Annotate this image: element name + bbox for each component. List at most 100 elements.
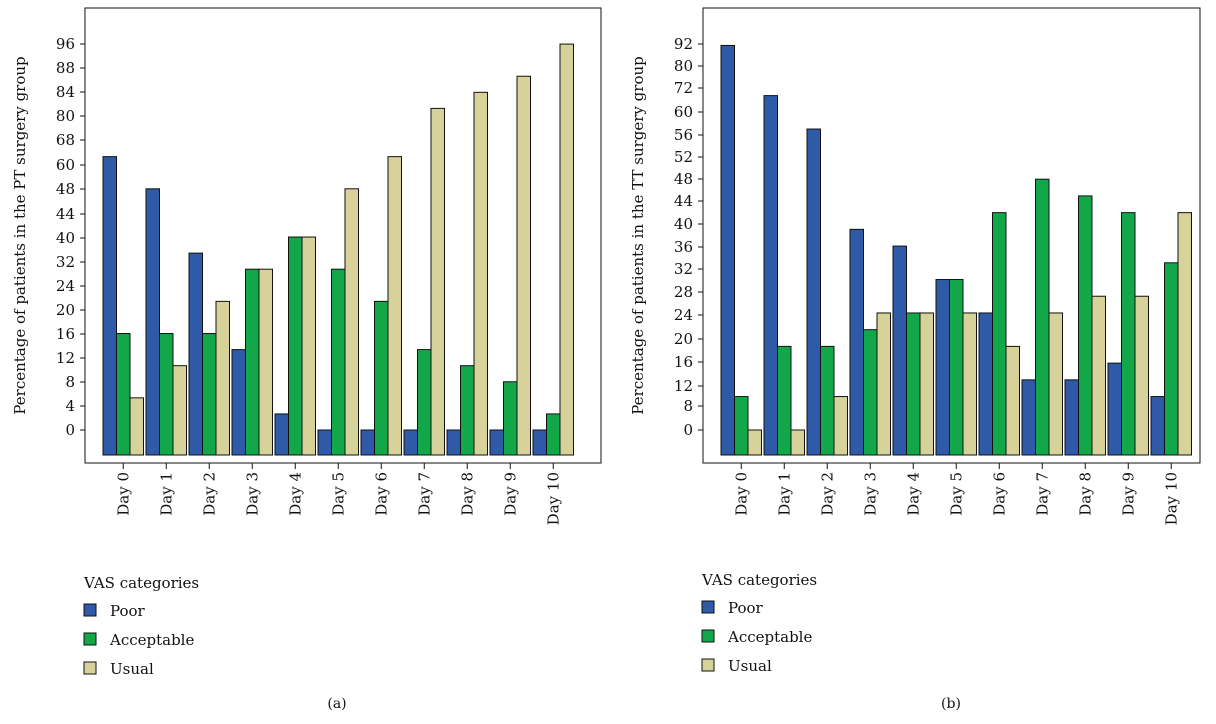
bar-usual-day-6 [387, 156, 402, 456]
y-tick-label: 16 [674, 353, 693, 371]
bar-poor-day-5 [935, 279, 950, 456]
bar-poor-day-5 [317, 429, 332, 456]
bar-acceptable-day-0 [116, 333, 131, 456]
bar-usual-day-4 [301, 236, 316, 456]
bar-acceptable-day-7 [417, 349, 432, 456]
y-axis-label: Percentage of patients in the PT surgery… [11, 56, 29, 414]
y-tick-label: 48 [56, 180, 75, 198]
bar-usual-day-3 [258, 268, 273, 456]
bar-usual-day-2 [833, 396, 848, 456]
x-tick-label: Day 2 [818, 472, 836, 516]
x-tick-label: Day 3 [243, 472, 261, 516]
x-tick-label: Day 6 [372, 472, 390, 516]
y-tick-label: 40 [674, 215, 693, 233]
legend-swatch-usual [701, 658, 715, 672]
legend-title: VAS categories [701, 571, 817, 589]
y-tick-label: 96 [56, 35, 75, 53]
bar-acceptable-day-8 [460, 365, 475, 456]
legend: VAS categories Poor Acceptable Usual [701, 571, 817, 675]
bar-poor-day-3 [231, 349, 246, 456]
y-tick-label: 32 [56, 253, 75, 271]
y-tick-label: 4 [65, 397, 75, 415]
y-tick-label: 44 [56, 205, 75, 223]
bar-usual-day-5 [344, 188, 359, 456]
legend-swatch-usual [83, 661, 97, 675]
legend-swatch-poor [701, 600, 715, 614]
x-tick-label: Day 1 [157, 472, 175, 516]
bar-acceptable-day-9 [1121, 212, 1136, 456]
bar-acceptable-day-7 [1035, 178, 1050, 456]
x-tick-label: Day 9 [501, 472, 519, 516]
x-tick-label: Day 4 [904, 472, 922, 516]
legend-swatch-acceptable [701, 629, 715, 643]
y-tick-label: 8 [65, 373, 75, 391]
y-tick-label: 24 [56, 277, 75, 295]
y-tick-label: 56 [674, 126, 693, 144]
legend-label-usual: Usual [728, 657, 772, 675]
bar-poor-day-2 [806, 128, 821, 456]
y-tick-label: 80 [56, 107, 75, 125]
legend-label-poor: Poor [728, 599, 764, 617]
x-tick-label: Day 9 [1119, 472, 1137, 516]
y-tick-label: 92 [674, 35, 693, 53]
bar-poor-day-7 [1021, 379, 1036, 456]
legend-label-poor: Poor [110, 602, 146, 620]
bar-poor-day-8 [446, 429, 461, 456]
legend-label-usual: Usual [110, 660, 154, 678]
bar-usual-day-9 [1134, 295, 1149, 456]
bar-usual-day-0 [129, 397, 144, 456]
bar-poor-day-9 [1107, 362, 1122, 456]
bar-acceptable-day-1 [159, 333, 174, 456]
bar-usual-day-1 [172, 365, 187, 456]
y-tick-label: 16 [56, 325, 75, 343]
x-tick-label: Day 3 [861, 472, 879, 516]
x-tick-label: Day 6 [990, 472, 1008, 516]
y-tick-label: 68 [56, 131, 75, 149]
y-tick-label: 36 [674, 238, 693, 256]
bar-usual-day-4 [919, 312, 934, 456]
bar-acceptable-day-4 [906, 312, 921, 456]
bar-poor-day-1 [763, 95, 778, 456]
y-axis-ticks: 0 8 12 16 20 24 28 32 36 40 44 48 52 56 60 72 80 92 [674, 35, 703, 439]
y-tick-label: 0 [683, 421, 693, 439]
bar-acceptable-day-1 [777, 345, 792, 456]
x-tick-label: Day 7 [1033, 472, 1051, 516]
bar-acceptable-day-5 [949, 279, 964, 456]
bar-poor-day-4 [274, 413, 289, 456]
bar-usual-day-2 [215, 300, 230, 456]
y-tick-label: 40 [56, 229, 75, 247]
y-tick-label: 12 [674, 377, 693, 395]
bar-poor-day-0 [102, 156, 117, 456]
bar-acceptable-day-6 [992, 212, 1007, 456]
x-tick-label: Day 10 [544, 472, 562, 525]
y-tick-label: 84 [56, 83, 75, 101]
bar-usual-day-9 [516, 75, 531, 456]
bar-usual-day-5 [962, 312, 977, 456]
bar-poor-day-7 [403, 429, 418, 456]
bar-usual-day-3 [876, 312, 891, 456]
bar-usual-day-7 [430, 107, 445, 456]
plot-frame [702, 7, 1201, 464]
y-tick-label: 48 [674, 170, 693, 188]
x-tick-label: Day 1 [775, 472, 793, 516]
bar-usual-day-6 [1005, 345, 1020, 456]
y-tick-label: 72 [674, 79, 693, 97]
y-tick-label: 60 [56, 156, 75, 174]
bar-poor-day-4 [892, 245, 907, 456]
legend-swatch-poor [83, 603, 97, 617]
bar-usual-day-1 [790, 429, 805, 456]
bar-poor-day-2 [188, 252, 203, 456]
bar-poor-day-6 [978, 312, 993, 456]
bar-poor-day-8 [1064, 379, 1079, 456]
bar-usual-day-10 [559, 43, 574, 456]
plot-frame [84, 7, 602, 464]
y-tick-label: 20 [674, 330, 693, 348]
bar-poor-day-6 [360, 429, 375, 456]
legend-label-acceptable: Acceptable [109, 631, 194, 649]
chart-panel-a: 0481216202432404448606880848896Percentag… [11, 7, 602, 712]
x-tick-label: Day 2 [200, 472, 218, 516]
bar-acceptable-day-10 [546, 413, 561, 456]
x-tick-label: Day 10 [1162, 472, 1180, 525]
